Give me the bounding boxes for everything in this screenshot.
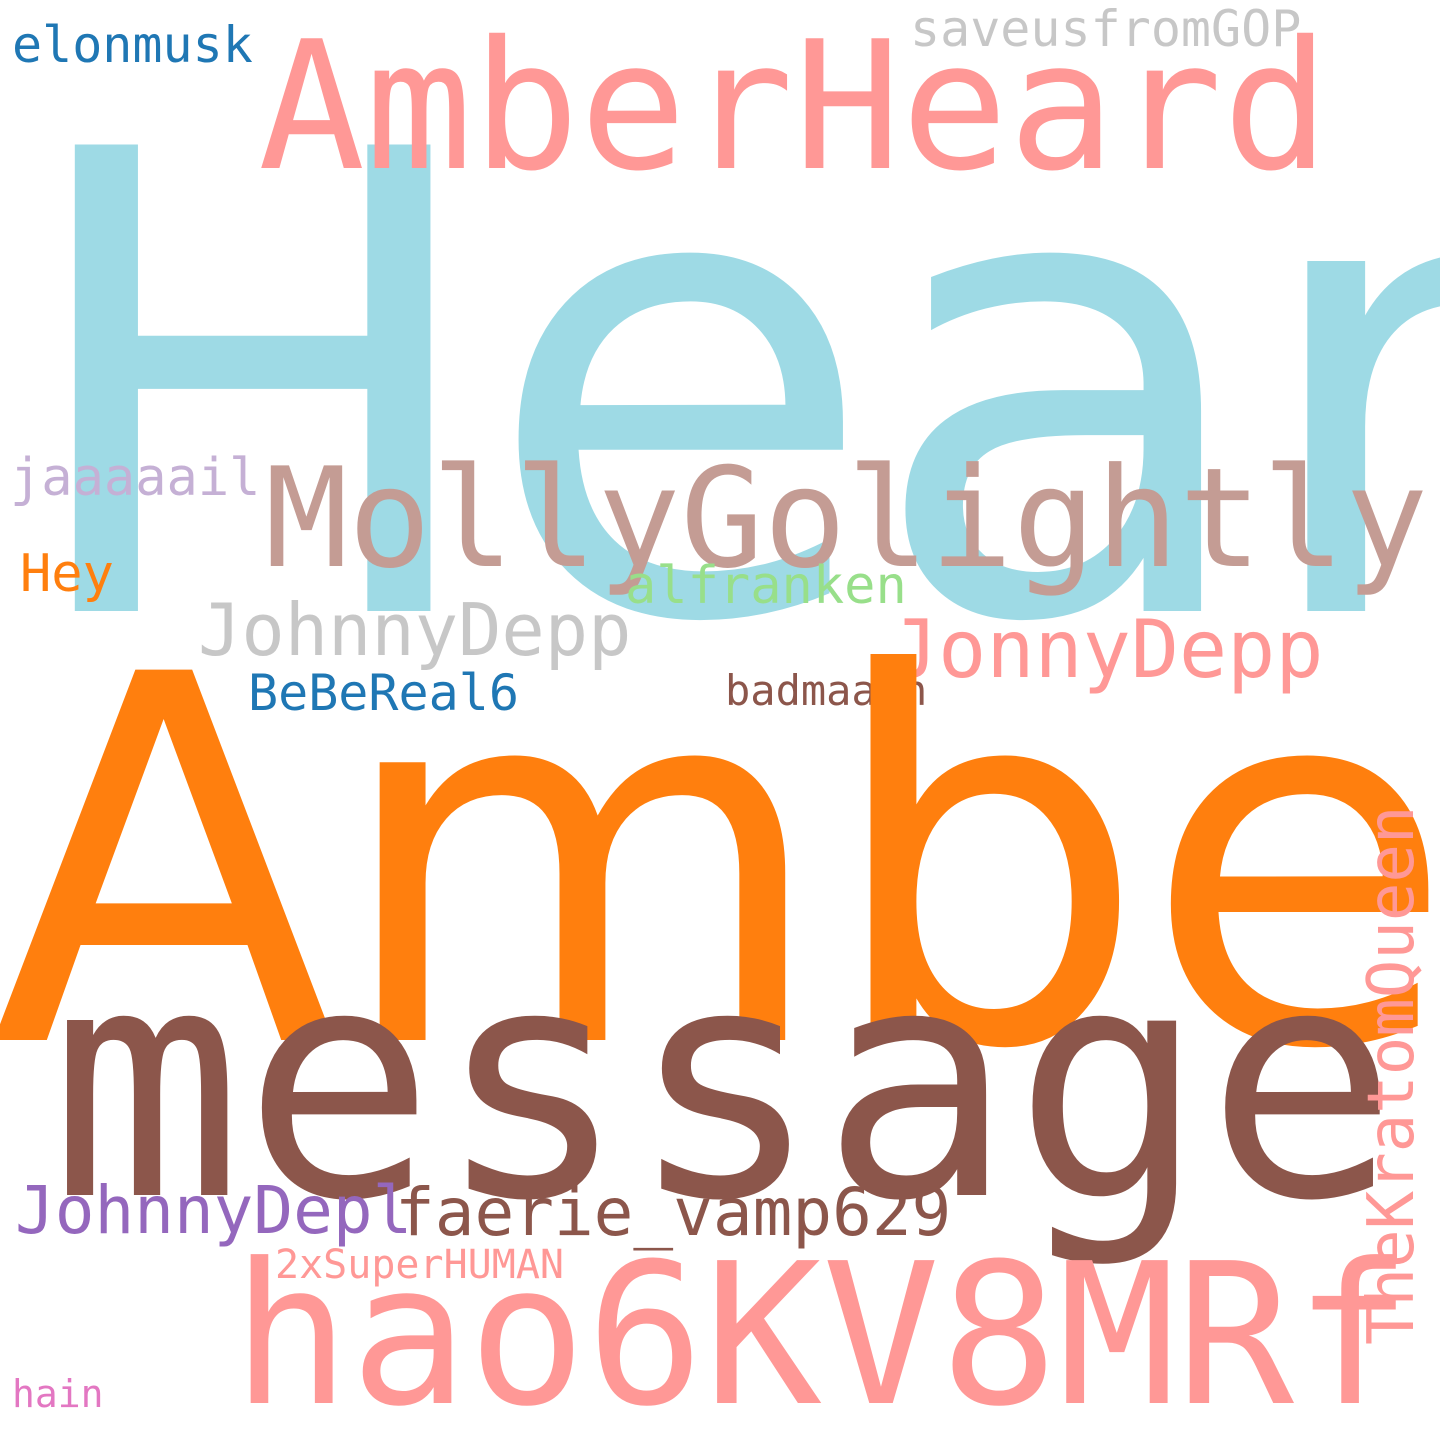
word-johnnydepp: JohnnyDepp bbox=[198, 588, 632, 672]
word-jonnydepp: JonnyDepp bbox=[890, 603, 1324, 696]
word-saveusfromgop: saveusfromGOP bbox=[910, 0, 1302, 58]
word-heard: Heard bbox=[12, 17, 1440, 762]
word-elonmusk: elonmusk bbox=[12, 16, 253, 74]
word-hao6kv8mrf: hao6KV8MRf bbox=[232, 1222, 1413, 1440]
word-thekratomqueen: TheKratomQueen bbox=[1355, 805, 1429, 1345]
word-hain: hain bbox=[12, 1372, 104, 1416]
word-amberheard: AmberHeard bbox=[258, 3, 1330, 210]
word-johnnydepl: JohnnyDepl bbox=[15, 1172, 413, 1249]
word-faerie-vamp629: faerie_vamp629 bbox=[395, 1174, 952, 1251]
word-hey: Hey bbox=[20, 544, 114, 604]
word-2xsuperhuman: 2xSuperHUMAN bbox=[275, 1242, 564, 1288]
word-badmaash: badmaash bbox=[725, 666, 928, 715]
word-message: message bbox=[50, 899, 1399, 1271]
word-alfranken: alfranken bbox=[625, 556, 907, 616]
word-mollygolightly: MollyGolightly bbox=[265, 438, 1429, 599]
word-bebereal6: BeBeReal6 bbox=[248, 664, 519, 722]
word-amber: Amber bbox=[0, 568, 1440, 1160]
word-jaaaaail: jaaaaail bbox=[10, 448, 261, 508]
